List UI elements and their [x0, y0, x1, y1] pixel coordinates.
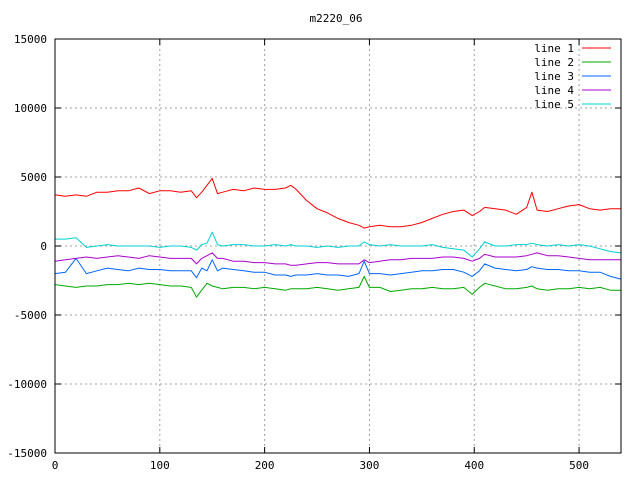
- grid-lines: [55, 39, 621, 453]
- series-line-5: [55, 231, 622, 258]
- y-tick-label: 5000: [21, 171, 48, 184]
- series-lines: [54, 177, 622, 298]
- y-tick-label: -5000: [14, 309, 47, 322]
- chart-title: m2220_06: [310, 12, 363, 25]
- x-tick-label: 500: [569, 459, 589, 472]
- series-line-4: [54, 252, 621, 266]
- y-tick-label: 10000: [14, 102, 47, 115]
- legend-label-2: line 2: [534, 56, 574, 69]
- y-tick-label: -15000: [7, 447, 47, 460]
- y-tick-label: -10000: [7, 378, 47, 391]
- legend-label-4: line 4: [534, 84, 574, 97]
- series-line-2: [54, 275, 621, 298]
- legend-label-3: line 3: [534, 70, 574, 83]
- x-tick-label: 0: [52, 459, 59, 472]
- x-tick-label: 300: [360, 459, 380, 472]
- y-tick-label: 15000: [14, 33, 47, 46]
- y-tick-label: 0: [40, 240, 47, 253]
- legend-label-1: line 1: [534, 42, 574, 55]
- series-line-3: [54, 257, 622, 280]
- axis-tick-labels: 0 100 200 300 400 500 -15000 -10000 -5000 0 5000 10…: [7, 33, 621, 472]
- series-line-1: [54, 177, 621, 229]
- x-tick-label: 200: [255, 459, 275, 472]
- legend-label-5: line 5: [534, 98, 574, 111]
- x-tick-label: 100: [150, 459, 170, 472]
- x-tick-label: 400: [464, 459, 484, 472]
